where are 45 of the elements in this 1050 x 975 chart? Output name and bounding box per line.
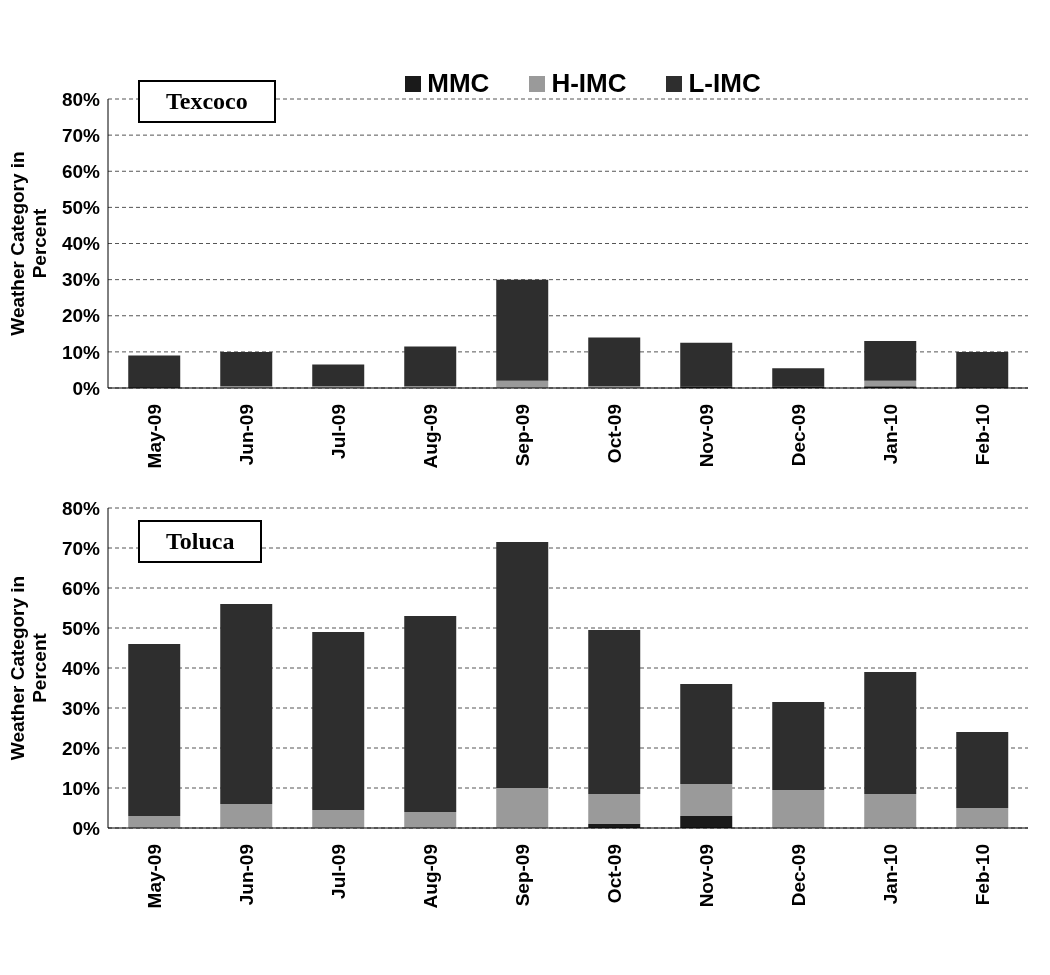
legend-label: MMC — [427, 68, 490, 99]
y-tick-label: 20% — [61, 737, 101, 759]
y-tick-label: 10% — [61, 777, 101, 799]
y-tick-label: 80% — [61, 497, 101, 519]
y-tick-label: 60% — [61, 577, 101, 599]
x-tick-label: Jun-09 — [235, 844, 257, 906]
x-tick-label: Nov-09 — [695, 404, 717, 468]
x-tick-label: Jul-09 — [327, 404, 349, 459]
legend-label: H-IMC — [551, 68, 627, 99]
y-tick-label: 80% — [61, 88, 101, 110]
x-tick-label: Nov-09 — [695, 844, 717, 908]
x-tick-label: Oct-09 — [603, 404, 625, 464]
y-tick-label: 0% — [72, 377, 101, 399]
x-tick-label: May-09 — [143, 404, 165, 469]
y-axis-title: Weather Category in Percent — [7, 575, 50, 761]
x-tick-label: Jul-09 — [327, 844, 349, 899]
x-tick-label: Jun-09 — [235, 404, 257, 466]
x-tick-label: Dec-09 — [787, 844, 809, 907]
y-tick-label: 30% — [61, 269, 101, 291]
y-tick-label: 40% — [61, 233, 101, 255]
x-tick-label: May-09 — [143, 844, 165, 909]
x-tick-label: Jan-10 — [879, 404, 901, 465]
y-tick-label: 70% — [61, 124, 101, 146]
x-tick-label: Aug-09 — [419, 844, 441, 909]
y-tick-label: 40% — [61, 657, 101, 679]
y-tick-label: 10% — [61, 341, 101, 363]
y-tick-label: 50% — [61, 617, 101, 639]
y-tick-label: 60% — [61, 160, 101, 182]
legend-label: L-IMC — [688, 68, 761, 99]
y-axis-title: Weather Category in Percent — [7, 151, 50, 336]
y-tick-label: 0% — [72, 817, 101, 839]
x-tick-label: Feb-10 — [971, 844, 993, 906]
y-tick-label: 50% — [61, 197, 101, 219]
x-tick-label: Oct-09 — [603, 844, 625, 904]
chart-title: Texcoco — [138, 80, 276, 123]
text: Toluca — [138, 520, 263, 563]
x-tick-label: Jan-10 — [879, 844, 901, 905]
x-tick-label: Sep-09 — [511, 844, 533, 907]
y-tick-label: 20% — [61, 305, 101, 327]
x-tick-label: Sep-09 — [511, 404, 533, 467]
x-tick-label: Aug-09 — [419, 404, 441, 469]
y-tick-label: 30% — [61, 697, 101, 719]
y-tick-label: 70% — [61, 537, 101, 559]
x-tick-label: Feb-10 — [971, 404, 993, 466]
x-tick-label: Dec-09 — [787, 404, 809, 467]
